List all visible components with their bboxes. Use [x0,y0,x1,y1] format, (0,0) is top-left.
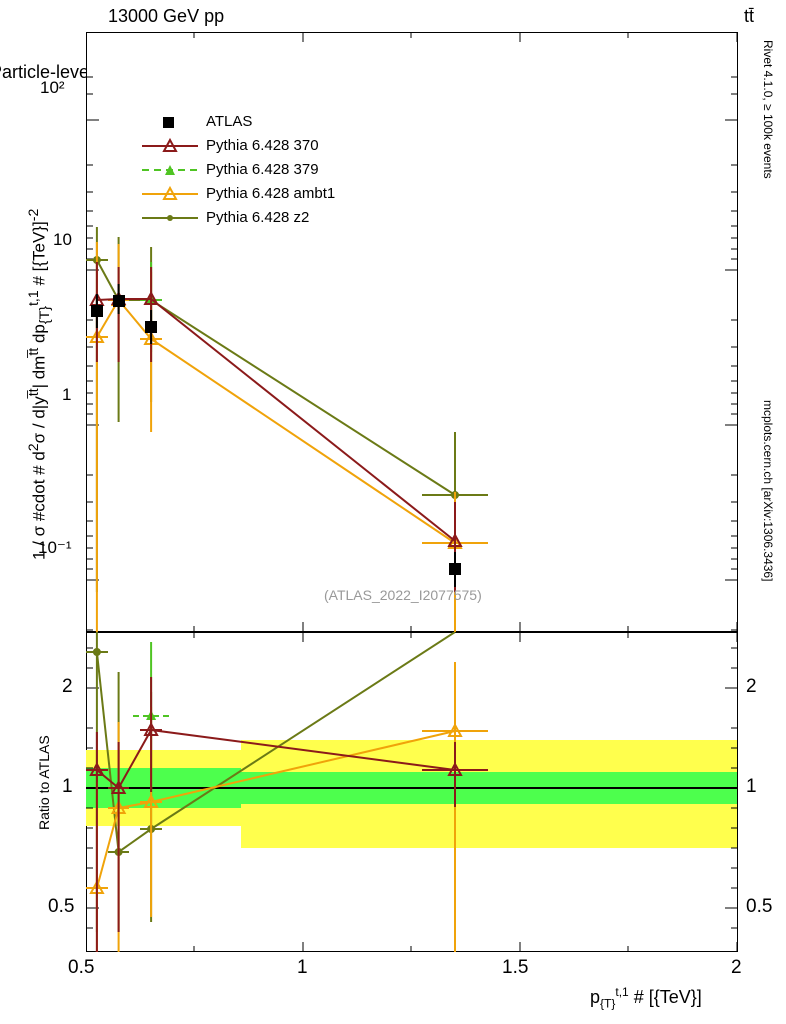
legend-marker-379 [142,165,198,175]
rivet-events-label: Rivet 4.1.0, ≥ 100k events [761,40,775,179]
ytick-ratio-right-1: 1 [746,776,757,797]
ytick-main-0: 10² [40,78,65,97]
header-left: 13000 GeV pp [108,6,225,26]
legend-label-1: Pythia 6.428 370 [206,137,319,154]
ytick-main-3: 10⁻¹ [38,538,72,557]
y-axis-label-ratio: Ratio to ATLAS [36,735,52,830]
ytick-ratio-left-2: 0.5 [48,896,75,917]
x-axis-label: p{T}t,1 # [{TeV}] [590,985,702,1011]
ratio-series-370 [86,677,488,952]
watermark-text: (ATLAS_2022_I2077575) [324,587,482,603]
xtick-1: 1 [297,957,308,978]
mcplots-arxiv-label: mcplots.cern.ch [arXiv:1306.3436] [761,400,775,582]
legend-marker-370 [142,137,198,152]
series-atlas [91,284,461,587]
legend-label-2: Pythia 6.428 379 [206,161,319,178]
main-panel: (ATLAS_2022_I2077575) [86,32,738,632]
y-axis-label-main: 1 / σ #cdot # d2σ / d|yt̅t| dmt̅t dp{T}t… [26,208,54,560]
xtick-0: 0.5 [68,957,95,978]
legend-label-0: ATLAS [206,113,253,130]
legend-marker-z2 [142,215,198,221]
xtick-2: 1.5 [502,957,529,978]
header-right: tt̄ [744,6,755,26]
legend-label-4: Pythia 6.428 z2 [206,209,310,226]
legend-marker-ambt1 [142,185,198,200]
legend: ATLAS Pythia 6.428 370 Pythia 6.428 379 … [140,110,440,230]
ytick-ratio-left-1: 1 [62,776,73,797]
ytick-main-2: 1 [62,385,72,404]
legend-marker-atlas [163,117,174,128]
ratio-panel [86,632,738,952]
ytick-ratio-right-0: 2 [746,676,757,697]
ytick-ratio-right-2: 0.5 [746,896,773,917]
xtick-3: 2 [731,957,742,978]
ytick-ratio-left-0: 2 [62,676,73,697]
legend-label-3: Pythia 6.428 ambt1 [206,185,336,202]
ytick-main-1: 10 [53,230,72,249]
